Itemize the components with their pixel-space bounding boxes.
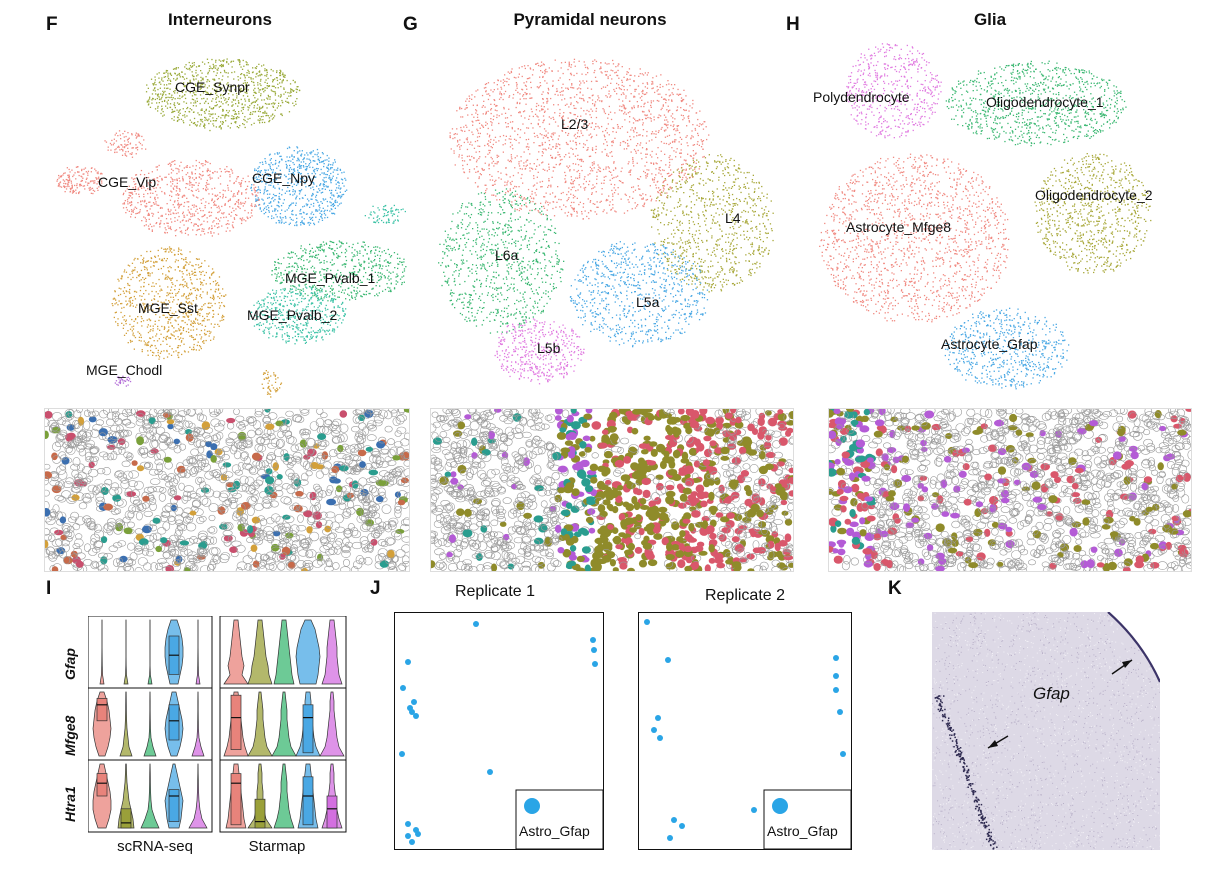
cluster-label-l4: L4 <box>725 210 741 226</box>
cge-vip-points <box>122 159 261 237</box>
l5b-points <box>494 318 585 385</box>
gene-label-htra1: Htra1 <box>62 786 78 822</box>
cluster-label-astrocyte-mfge8: Astrocyte_Mfge8 <box>846 219 951 235</box>
cluster-label-l23: L2/3 <box>561 116 588 132</box>
violin-row-gfap <box>88 616 347 689</box>
panel-letter-i: I <box>46 578 51 600</box>
mge-pvalb-1-points <box>271 240 407 302</box>
polydendrocyte-points <box>846 43 942 139</box>
oligodendrocyte-2-points <box>1034 153 1152 274</box>
cluster-label-l5a: L5a <box>636 294 659 310</box>
gfap-image-label: Gfap <box>1033 684 1070 704</box>
xlabel-scrna-seq: scRNA-seq <box>100 838 210 855</box>
violin-row-mfge8 <box>88 687 347 761</box>
cluster-label-cge-vip: CGE_Vip <box>98 174 156 190</box>
mge-pvalb-2-tail-points <box>364 204 406 224</box>
panel-letter-k: K <box>888 578 902 600</box>
replicate-2-title: Replicate 2 <box>660 587 830 605</box>
gene-label-mfge8: Mfge8 <box>62 716 78 756</box>
mge-sst-tail-points <box>261 370 283 398</box>
astrocyte-gfap-points <box>944 307 1070 390</box>
l6a-points <box>438 188 565 334</box>
glia-cluster-map <box>819 43 1152 390</box>
cge-vip-top-points <box>104 130 147 158</box>
arrow-head <box>1122 660 1132 668</box>
cge-synpr-points <box>145 58 301 132</box>
arrow-head <box>988 740 998 748</box>
mge-sst-points <box>111 246 227 360</box>
interneuron-cluster-map <box>56 58 407 398</box>
white-matter-gfap-staining <box>934 695 998 850</box>
cluster-label-l6a: L6a <box>495 247 518 263</box>
legend-dot <box>772 798 788 814</box>
panel-letter-g: G <box>403 14 418 36</box>
cell-outlines <box>829 409 1191 571</box>
panel-letter-j: J <box>370 578 381 600</box>
replicate-1-legend-label: Astro_Gfap <box>519 823 590 839</box>
oligodendrocyte-1-points <box>945 60 1127 147</box>
gfap-in-situ-image <box>932 612 1160 850</box>
violin-row-htra1 <box>88 759 347 833</box>
cluster-label-mge-sst: MGE_Sst <box>138 300 198 316</box>
cluster-label-oligodendrocyte-2: Oligodendrocyte_2 <box>1035 187 1153 203</box>
gene-expression-violin-grid <box>88 616 347 833</box>
glia-spatial-map <box>828 408 1192 572</box>
cluster-label-l5b: L5b <box>537 340 560 356</box>
cell-outlines <box>431 409 793 571</box>
replicate-2-legend-label: Astro_Gfap <box>767 823 838 839</box>
panel-letter-h: H <box>786 14 800 36</box>
pial-gfap-staining <box>1107 612 1160 683</box>
gene-label-gfap: Gfap <box>62 648 78 680</box>
tissue-edge <box>1108 612 1160 682</box>
mge-pvalb-2-points <box>250 285 347 345</box>
cluster-label-astrocyte-gfap: Astrocyte_Gfap <box>941 336 1038 352</box>
l5a-points <box>569 241 709 348</box>
astrocyte-mfge8-points <box>819 153 1010 323</box>
cge-vip-outlier-points <box>56 166 103 195</box>
replicate-1-title: Replicate 1 <box>410 583 580 601</box>
pyramidal-cluster-map <box>438 58 774 385</box>
mge-chodl-points <box>114 375 132 387</box>
cluster-label-cge-npy: CGE_Npy <box>252 170 315 186</box>
cluster-label-mge-chodl: MGE_Chodl <box>86 362 162 378</box>
panel-title-pyramidal: Pyramidal neurons <box>490 10 690 30</box>
panel-title-interneurons: Interneurons <box>140 10 300 30</box>
cluster-label-polydendrocyte: Polydendrocyte <box>813 89 910 105</box>
cell-outlines <box>45 409 409 571</box>
astro-gfap-cells <box>399 621 598 845</box>
cluster-label-mge-pvalb-2: MGE_Pvalb_2 <box>247 307 337 323</box>
panel-title-glia: Glia <box>960 10 1020 30</box>
xlabel-starmap: Starmap <box>222 838 332 855</box>
l23-points <box>449 58 710 220</box>
pyramidal-spatial-map <box>430 408 794 572</box>
cluster-label-cge-synpr: CGE_Synpr <box>175 79 250 95</box>
replicate-1-dot-plot <box>394 612 604 850</box>
astro-gfap-cells <box>644 619 846 841</box>
cluster-label-mge-pvalb-1: MGE_Pvalb_1 <box>285 270 375 286</box>
replicate-2-dot-plot <box>638 612 852 850</box>
legend-dot <box>524 798 540 814</box>
panel-letter-f: F <box>46 14 58 36</box>
cge-npy-points <box>250 146 348 227</box>
tissue-texture <box>932 612 1160 850</box>
cluster-label-oligodendrocyte-1: Oligodendrocyte_1 <box>986 94 1104 110</box>
interneuron-spatial-map <box>44 408 410 572</box>
l4-points <box>650 154 774 293</box>
